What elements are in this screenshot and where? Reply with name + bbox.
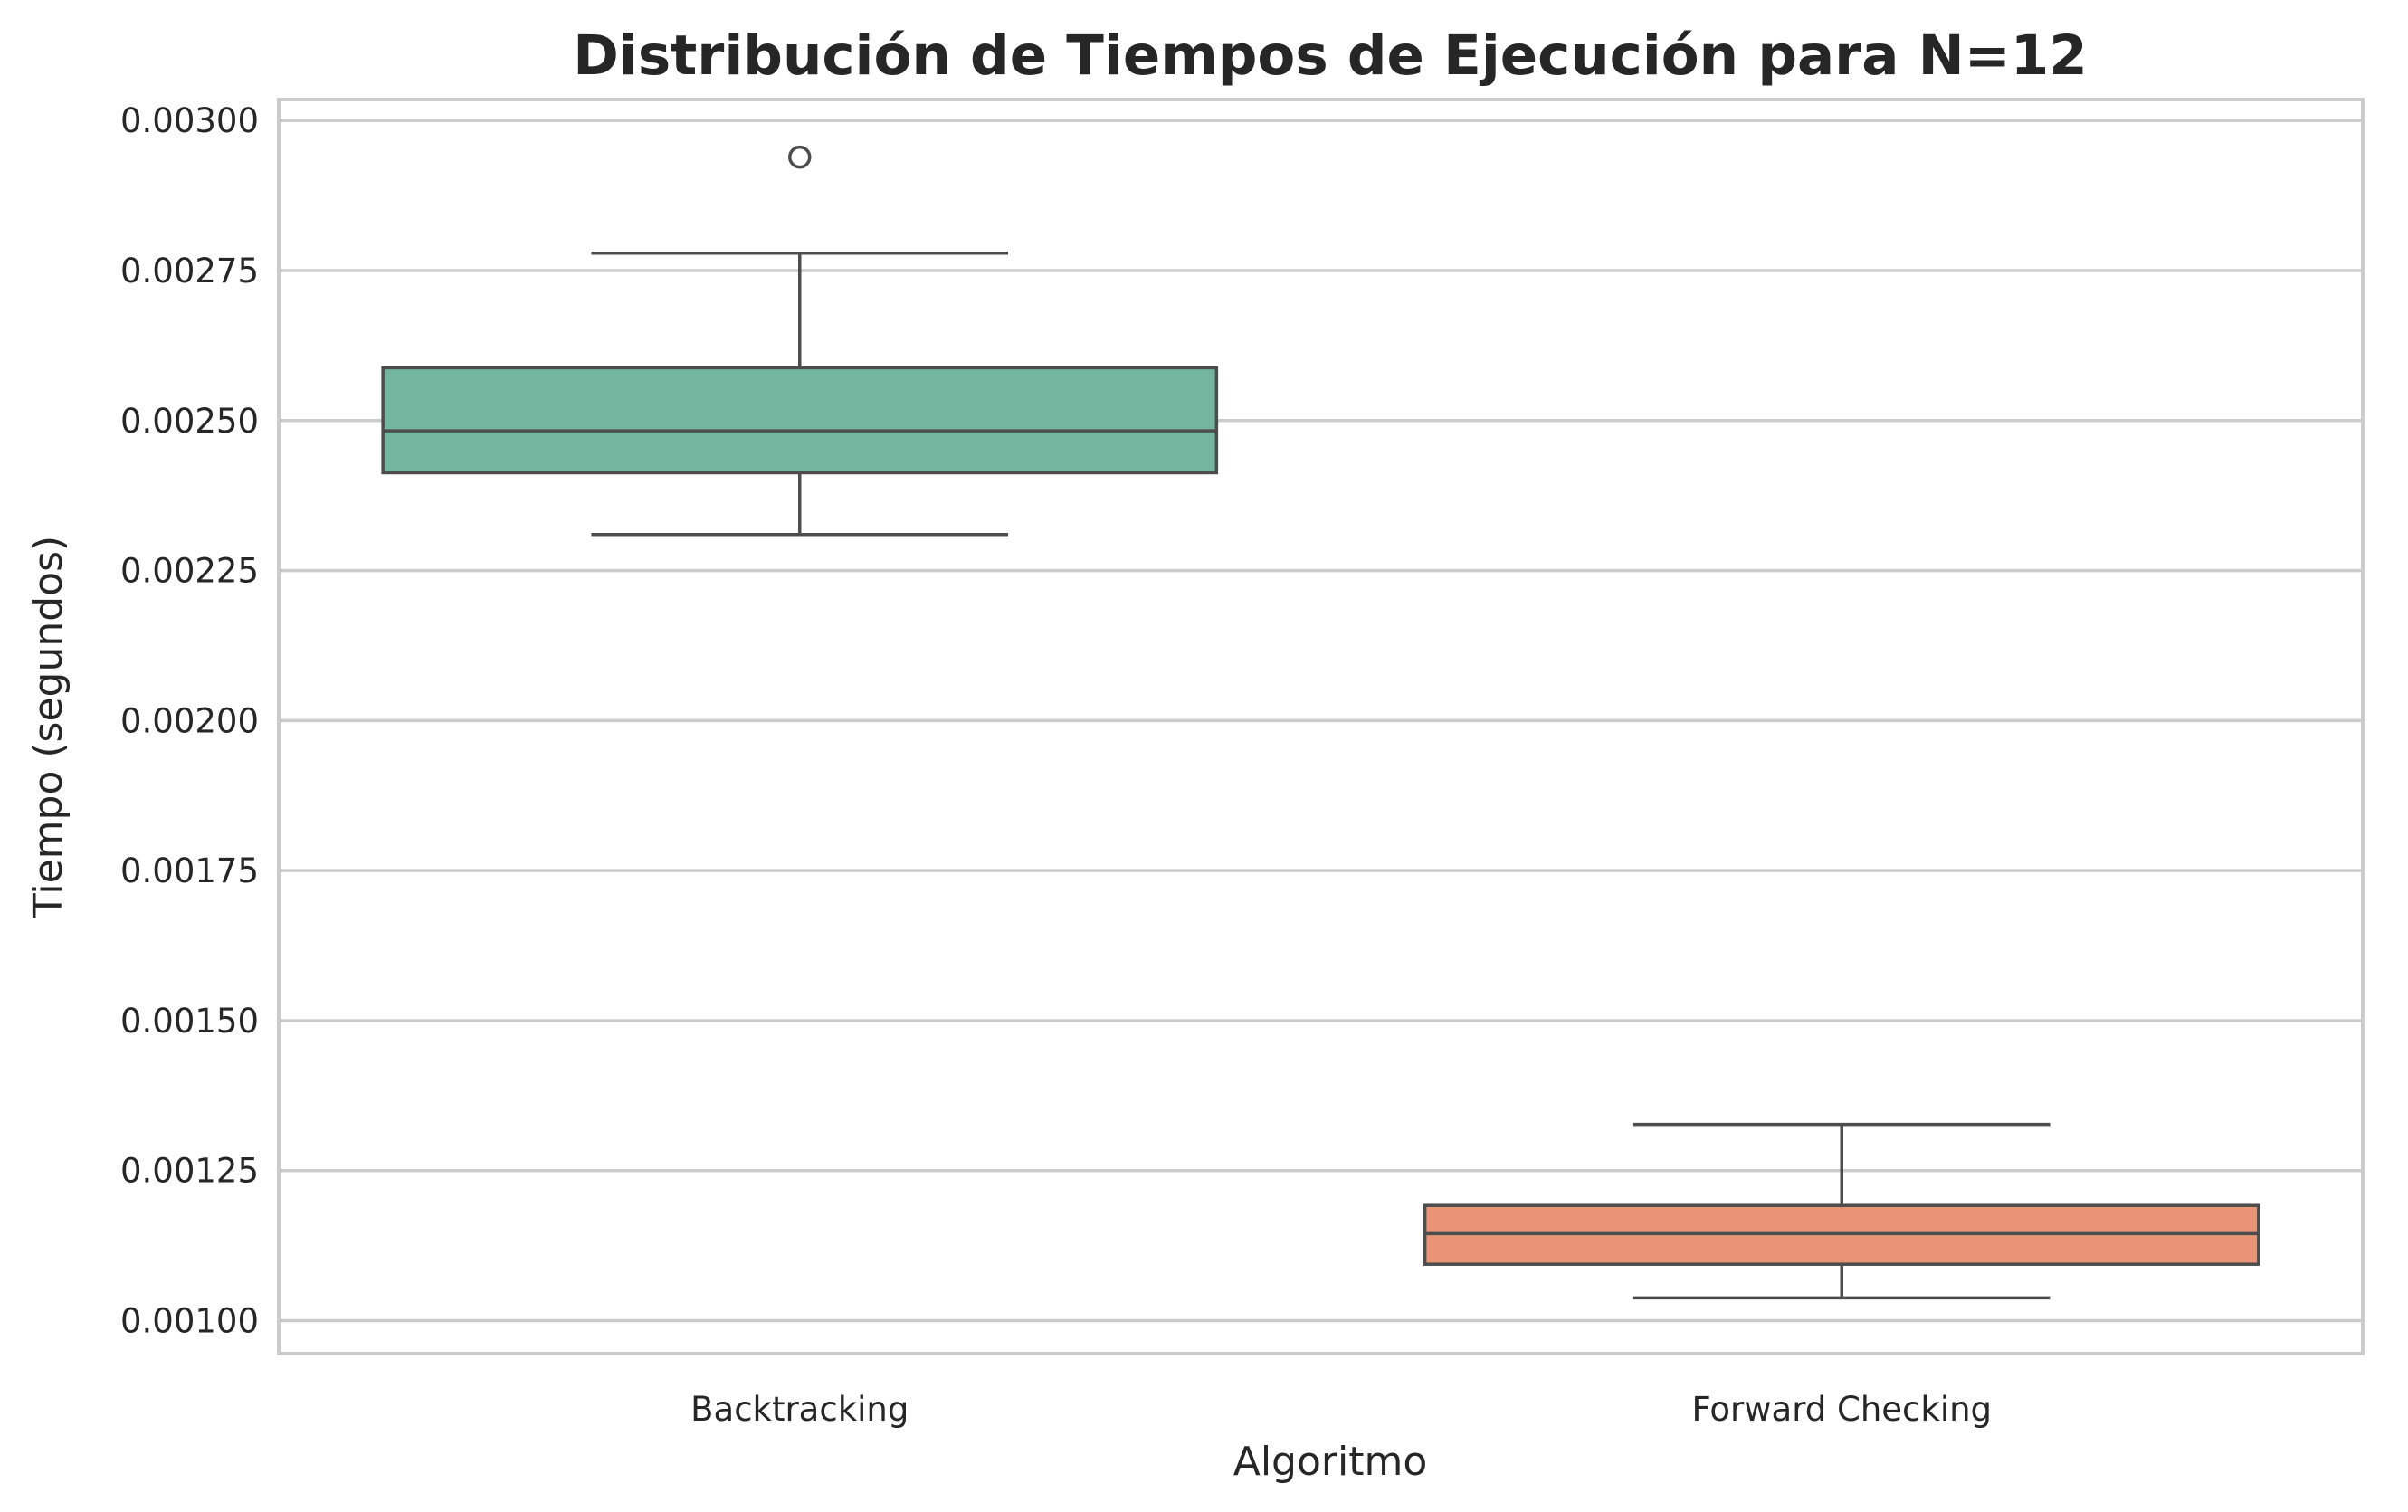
box-series xyxy=(381,145,2260,1300)
y-tick-label: 0.00250 xyxy=(120,402,259,441)
y-tick-label: 0.00125 xyxy=(120,1152,259,1191)
iqr-box xyxy=(381,366,1219,475)
y-gridlines xyxy=(279,119,2363,1323)
box-backtracking xyxy=(381,145,1219,537)
y-tick-label: 0.00275 xyxy=(120,252,259,290)
y-tick-label: 0.00150 xyxy=(120,1002,259,1041)
y-tick-label: 0.00300 xyxy=(120,101,259,140)
y-tick-label: 0.00175 xyxy=(120,851,259,890)
plot-area-frame xyxy=(277,98,2365,1355)
chart-title: Distribución de Tiempos de Ejecución par… xyxy=(573,24,2087,88)
y-tick-labels: 0.00100 0.00125 0.00150 0.00175 0.00200 0.002… xyxy=(120,101,259,1340)
y-tick-label: 0.00225 xyxy=(120,552,259,591)
box-forward-checking xyxy=(1423,1122,2260,1300)
x-tick-label: Forward Checking xyxy=(1691,1390,1992,1429)
y-tick-label: 0.00100 xyxy=(120,1302,259,1341)
x-tick-labels: Backtracking Forward Checking xyxy=(690,1390,1992,1429)
x-tick-label: Backtracking xyxy=(690,1390,909,1429)
outlier-point xyxy=(788,145,812,169)
y-tick-label: 0.00200 xyxy=(120,701,259,740)
x-axis-label: Algoritmo xyxy=(1233,1439,1428,1485)
y-axis-label: Tiempo (segundos) xyxy=(25,536,71,918)
